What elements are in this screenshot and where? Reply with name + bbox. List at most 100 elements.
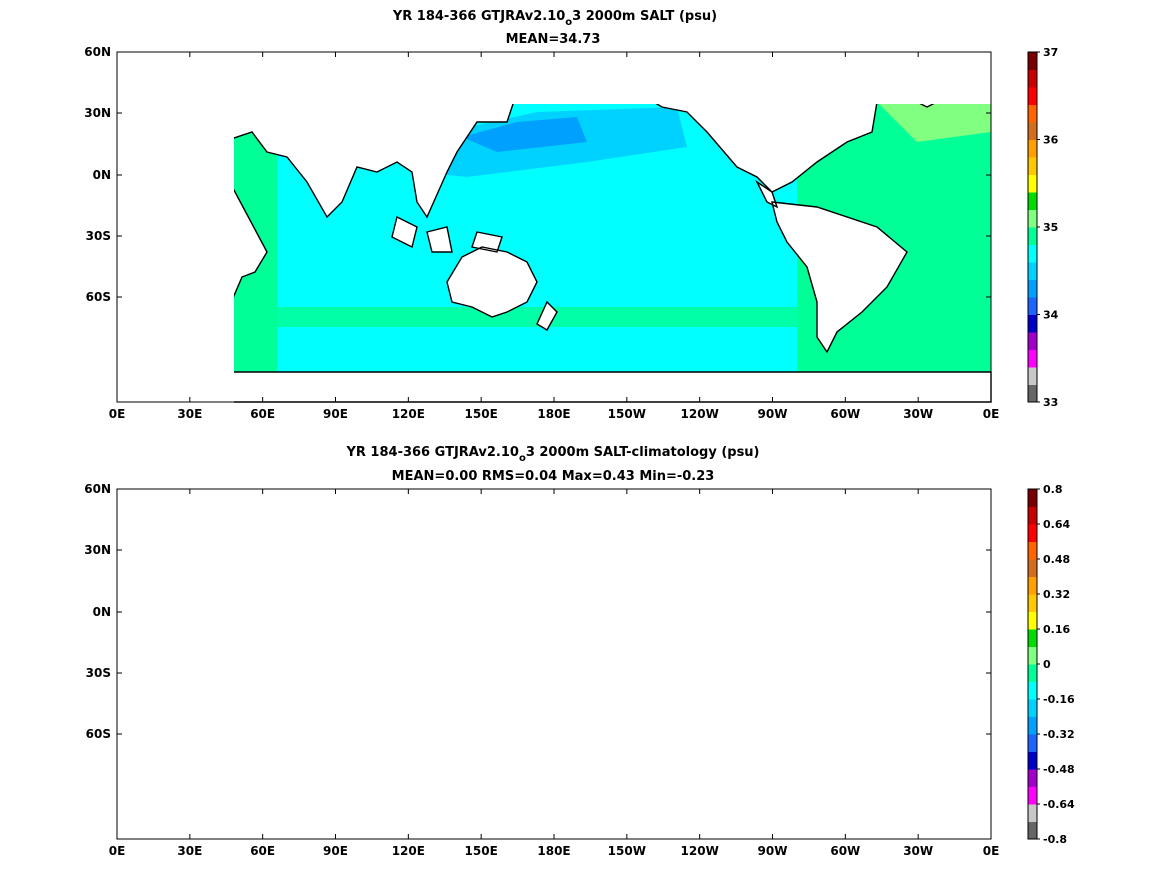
colorbar-label: 33	[1043, 396, 1058, 409]
y-tick-label: 60N	[84, 482, 111, 496]
y-tick-label: 60S	[86, 727, 111, 741]
colorbar-swatch	[1028, 769, 1037, 787]
y-tick-label: 30S	[86, 666, 111, 680]
x-tick-label: 90W	[758, 407, 788, 421]
y-tick-label: 30N	[84, 106, 111, 120]
colorbar-swatch	[1028, 611, 1037, 630]
x-tick-label: 150W	[608, 844, 646, 858]
y-tick-label: 0N	[93, 168, 111, 182]
x-tick-label: 90E	[323, 407, 348, 421]
colorbar-swatch	[1028, 629, 1037, 647]
colorbar-swatch	[1028, 821, 1037, 840]
colorbar-swatch	[1028, 489, 1037, 507]
colorbar-label: -0.48	[1043, 763, 1075, 776]
colorbar-label: 0.48	[1043, 553, 1070, 566]
colorbar-swatch	[1028, 297, 1037, 315]
x-tick-label: 0E	[983, 844, 1000, 858]
colorbar-label: 0.32	[1043, 588, 1070, 601]
x-tick-label: 30E	[177, 407, 202, 421]
colorbar-swatch	[1028, 349, 1037, 368]
colorbar-swatch	[1028, 699, 1037, 717]
colorbar-swatch	[1028, 384, 1037, 403]
colorbar-label: 36	[1043, 134, 1059, 147]
bottom-colorbar: 0.8 0.64 0.48 0.32 0.16 0 -0.16 -0.32 -0.48 -0.64…	[1027, 483, 1075, 846]
x-tick-label: 120W	[681, 844, 719, 858]
colorbar-swatch	[1028, 244, 1037, 263]
colorbar-swatch	[1028, 139, 1037, 158]
colorbar-label: -0.16	[1043, 693, 1075, 706]
colorbar-swatch	[1028, 122, 1037, 140]
colorbar-swatch	[1028, 262, 1037, 280]
colorbar-swatch	[1028, 314, 1037, 333]
colorbar-swatch	[1028, 279, 1037, 298]
colorbar-label: 0.16	[1043, 623, 1070, 636]
colorbar-swatch	[1028, 192, 1037, 210]
top-map-title: YR 184-366 GTJRAv2.10o3 2000m SALT (psu)	[392, 9, 717, 28]
x-tick-label: 150E	[465, 407, 498, 421]
colorbar-swatch	[1028, 804, 1037, 822]
y-tick-label: 30S	[86, 229, 111, 243]
x-tick-label: 0E	[109, 407, 126, 421]
colorbar-swatch	[1028, 506, 1037, 525]
colorbar-label: -0.8	[1043, 833, 1067, 846]
colorbar-swatch	[1028, 524, 1037, 542]
colorbar-swatch	[1028, 541, 1037, 560]
x-tick-label: 30W	[903, 844, 933, 858]
colorbar-label: -0.32	[1043, 728, 1075, 741]
colorbar-label: -0.64	[1043, 798, 1075, 811]
colorbar-label: 35	[1043, 221, 1058, 234]
colorbar-swatch	[1028, 681, 1037, 700]
colorbar-swatch	[1028, 157, 1037, 175]
colorbar-label: 0.8	[1043, 483, 1063, 496]
x-tick-label: 60W	[830, 844, 860, 858]
colorbar-swatch	[1028, 664, 1037, 682]
y-tick-label: 30N	[84, 543, 111, 557]
bottom-y-axis: 60N 30N 0N 30S 60S	[84, 482, 991, 741]
top-y-axis: 60N 30N 0N 30S 60S	[84, 45, 991, 304]
bottom-map-subtitle: MEAN=0.00 RMS=0.04 Max=0.43 Min=-0.23	[392, 469, 715, 484]
x-tick-label: 0E	[109, 844, 126, 858]
colorbar-label: 37	[1043, 46, 1058, 59]
colorbar-swatch	[1028, 209, 1037, 228]
x-tick-label: 150W	[608, 407, 646, 421]
colorbar-label: 0	[1043, 658, 1051, 671]
colorbar-swatch	[1028, 646, 1037, 665]
x-tick-label: 0E	[983, 407, 1000, 421]
colorbar-swatch	[1028, 69, 1037, 88]
y-tick-label: 60N	[84, 45, 111, 59]
x-tick-label: 120W	[681, 407, 719, 421]
bottom-map-title: YR 184-366 GTJRAv2.10o3 2000m SALT-clima…	[345, 445, 759, 464]
colorbar-label: 0.64	[1043, 518, 1070, 531]
y-tick-label: 0N	[93, 605, 111, 619]
colorbar-swatch	[1028, 87, 1037, 105]
colorbar-swatch	[1028, 576, 1037, 595]
top-map-subtitle: MEAN=34.73	[506, 32, 601, 47]
colorbar-swatch	[1028, 751, 1037, 770]
colorbar-swatch	[1028, 786, 1037, 805]
top-x-axis: 0E 30E 60E 90E 120E 150E 180E 150W 120W 90W 60W 30W…	[109, 52, 1000, 421]
x-tick-label: 60W	[830, 407, 860, 421]
x-tick-label: 120E	[392, 844, 425, 858]
x-tick-label: 150E	[465, 844, 498, 858]
top-map-panel: 0E 30E 60E 90E 120E 150E 180E 150W 120W 90W 60W 30W…	[84, 45, 999, 421]
colorbar-swatch	[1028, 332, 1037, 350]
colorbar-swatch	[1028, 104, 1037, 123]
x-tick-label: 60E	[250, 407, 275, 421]
x-tick-label: 90W	[758, 844, 788, 858]
colorbar-swatch	[1028, 594, 1037, 612]
x-tick-label: 60E	[250, 844, 275, 858]
x-tick-label: 30E	[177, 844, 202, 858]
colorbar-swatch	[1028, 367, 1037, 385]
x-tick-label: 90E	[323, 844, 348, 858]
colorbar-swatch	[1028, 559, 1037, 577]
colorbar-label: 34	[1043, 309, 1059, 322]
x-tick-label: 30W	[903, 407, 933, 421]
x-tick-label: 120E	[392, 407, 425, 421]
colorbar-swatch	[1028, 734, 1037, 752]
x-tick-label: 180E	[537, 844, 570, 858]
top-colorbar: 37 36 35 34 33	[1027, 46, 1059, 409]
y-tick-label: 60S	[86, 290, 111, 304]
bottom-x-axis: 0E 30E 60E 90E 120E 150E 180E 150W 120W 90W 60W 30W…	[109, 489, 1000, 858]
colorbar-swatch	[1028, 52, 1037, 70]
